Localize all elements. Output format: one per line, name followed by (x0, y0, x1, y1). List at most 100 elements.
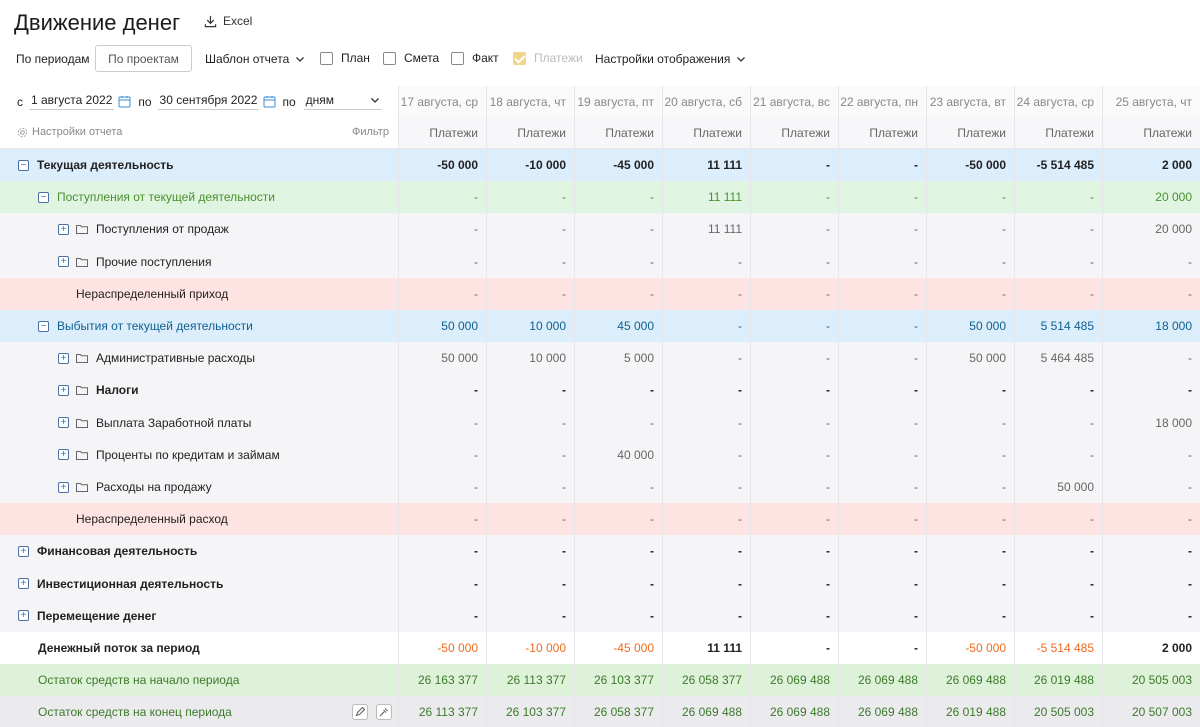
date-range-controls: с 1 августа 2022 по 30 сентября 2022 по … (0, 86, 397, 117)
row-label-cell: + Прочие поступления (0, 246, 397, 278)
to-date-input[interactable]: 30 сентября 2022 (157, 93, 260, 110)
value-cell: - (750, 471, 838, 504)
value-cell: 20 507 003 (1102, 696, 1200, 727)
calendar-icon[interactable] (118, 95, 131, 108)
plan-checkbox[interactable]: План (320, 51, 370, 65)
row-label-cell: + Налоги (0, 374, 397, 406)
collapse-icon[interactable]: − (38, 320, 49, 332)
row-label: Поступления от продаж (96, 222, 229, 237)
expand-icon[interactable]: + (58, 449, 69, 461)
value-cell: - (486, 406, 574, 439)
estimate-checkbox[interactable]: Смета (383, 51, 439, 65)
row-label: Выплата Заработной платы (96, 415, 252, 430)
plan-label: План (341, 51, 370, 65)
value-cell: 26 113 377 (486, 664, 574, 697)
value-cell: - (838, 149, 926, 182)
tab-by-periods[interactable]: По периодам (16, 52, 90, 66)
table-row: Остаток средств на начало периода 26 163 … (0, 664, 1200, 697)
expand-icon[interactable]: + (18, 610, 29, 622)
value-cell: - (486, 503, 574, 536)
display-settings-dropdown[interactable]: Настройки отображения (595, 52, 746, 66)
payments-checkbox[interactable]: Платежи (513, 51, 583, 65)
filter-button[interactable]: Фильтр (352, 126, 389, 138)
row-label: Налоги (96, 383, 139, 398)
value-cell: - (398, 374, 486, 407)
checkbox-box[interactable] (320, 51, 333, 65)
folder-icon (76, 225, 88, 235)
column-date-header: 24 августа, ср (1014, 86, 1102, 117)
collapse-icon[interactable]: − (38, 191, 49, 203)
expand-icon[interactable]: + (18, 545, 29, 557)
collapse-icon[interactable]: − (18, 159, 29, 171)
report-settings-button[interactable]: Настройки отчета (17, 126, 122, 138)
value-cell: - (838, 245, 926, 278)
value-cell: -50 000 (926, 149, 1014, 182)
value-cell: 20 000 (1102, 181, 1200, 214)
value-cell: -5 514 485 (1014, 149, 1102, 182)
value-cell: 10 000 (486, 310, 574, 343)
report-table: с 1 августа 2022 по 30 сентября 2022 по … (0, 86, 1200, 727)
granularity-select[interactable]: дням (303, 93, 382, 110)
excel-export-button[interactable]: Excel (204, 14, 252, 28)
value-cell: 11 111 (662, 213, 750, 246)
value-cell: - (750, 567, 838, 600)
from-date-input[interactable]: 1 августа 2022 (29, 93, 115, 110)
value-cell: - (838, 599, 926, 632)
value-cell: 11 111 (662, 149, 750, 182)
column-date-header: 17 августа, ср (398, 86, 486, 117)
row-label: Остаток средств на начало периода (38, 673, 240, 688)
value-cell: - (1014, 503, 1102, 536)
expand-icon[interactable]: + (58, 384, 69, 396)
column-date-header: 21 августа, вс (750, 86, 838, 117)
expand-icon[interactable]: + (58, 223, 69, 235)
value-cell: - (926, 374, 1014, 407)
eyedropper-icon[interactable] (376, 704, 392, 721)
tab-by-projects[interactable]: По проектам (95, 45, 192, 72)
value-cell: - (838, 342, 926, 375)
calendar-icon[interactable] (263, 95, 276, 108)
chevron-down-icon (370, 98, 379, 103)
table-row: Нераспределенный расход - - - - - - - - - (0, 503, 1200, 536)
value-cell: - (1014, 213, 1102, 246)
value-cell: - (574, 535, 662, 568)
value-cell: - (926, 245, 1014, 278)
value-cell: - (838, 310, 926, 343)
value-cell: -10 000 (486, 149, 574, 182)
value-cell: - (486, 213, 574, 246)
value-cell: 10 000 (486, 342, 574, 375)
value-cell: 5 464 485 (1014, 342, 1102, 375)
value-cell: 26 103 377 (574, 664, 662, 697)
column-type-header: Платежи (838, 117, 926, 148)
value-cell: 26 113 377 (398, 696, 486, 727)
value-cell: - (750, 310, 838, 343)
value-cell: - (1102, 471, 1200, 504)
column-date-header: 23 августа, вт (926, 86, 1014, 117)
checkbox-box[interactable] (451, 51, 464, 65)
value-cell: - (398, 438, 486, 471)
table-row: + Перемещение денег - - - - - - - - - (0, 599, 1200, 632)
expand-icon[interactable]: + (58, 481, 69, 493)
date-header-row: с 1 августа 2022 по 30 сентября 2022 по … (0, 86, 1200, 117)
value-cell: - (574, 181, 662, 214)
report-template-dropdown[interactable]: Шаблон отчета (205, 52, 305, 66)
checkbox-box[interactable] (383, 51, 396, 65)
value-cell: - (398, 245, 486, 278)
value-cell: - (1014, 567, 1102, 600)
expand-icon[interactable]: + (58, 352, 69, 364)
expand-icon[interactable]: + (18, 578, 29, 590)
expand-icon[interactable]: + (58, 256, 69, 268)
row-label-cell: Денежный поток за период (0, 632, 397, 664)
checkbox-box[interactable] (513, 51, 526, 65)
expand-icon[interactable]: + (58, 417, 69, 429)
fact-checkbox[interactable]: Факт (451, 51, 499, 65)
value-cell: - (486, 374, 574, 407)
column-type-header: Платежи (662, 117, 750, 148)
pencil-icon[interactable] (352, 704, 368, 721)
value-cell: - (838, 406, 926, 439)
value-cell: - (838, 535, 926, 568)
value-cell: - (398, 599, 486, 632)
row-label: Перемещение денег (37, 608, 157, 623)
table-row: − Текущая деятельность -50 000 -10 000 -45 0… (0, 149, 1200, 182)
value-cell: - (398, 567, 486, 600)
from-prefix: с (17, 94, 23, 109)
